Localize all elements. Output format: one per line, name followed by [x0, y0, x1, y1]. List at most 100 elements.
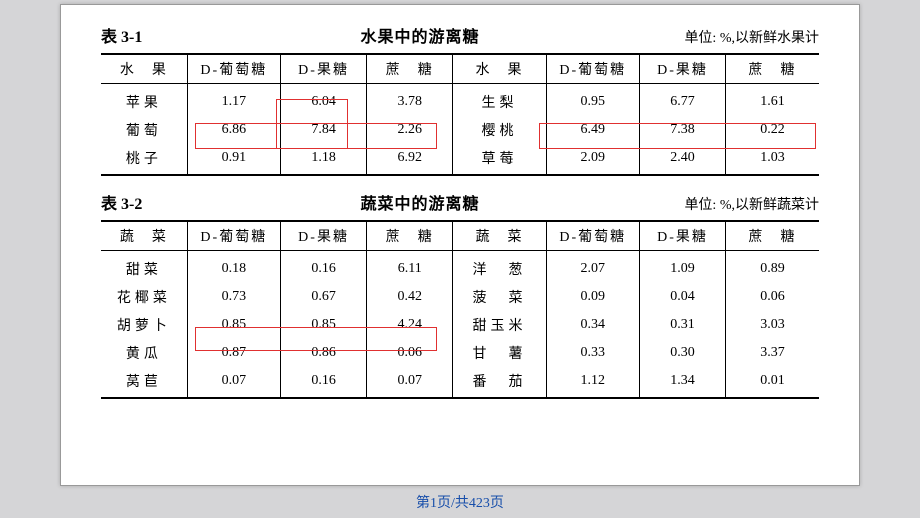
table-cell: 桃子 [101, 144, 187, 175]
table-number: 表 3-2 [101, 190, 221, 214]
table-cell: 6.04 [280, 84, 366, 117]
column-header: D-果糖 [280, 54, 366, 84]
table-cell: 花椰菜 [101, 283, 187, 311]
table-cell: 3.78 [367, 84, 453, 117]
table-cell: 0.91 [187, 144, 280, 175]
table-cell: 0.06 [726, 283, 819, 311]
page-footer: 第1页/共423页 [0, 492, 920, 512]
table-cell: 0.86 [280, 339, 366, 367]
table-cell: 洋 葱 [453, 251, 546, 284]
table-unit: 单位: %,以新鲜蔬菜计 [619, 194, 819, 214]
table-cell: 0.85 [187, 311, 280, 339]
table-cell: 0.06 [367, 339, 453, 367]
table-cell: 2.40 [639, 144, 725, 175]
column-header: 蔗 糖 [726, 221, 819, 251]
column-header: D-葡萄糖 [187, 54, 280, 84]
table-cell: 2.07 [546, 251, 639, 284]
column-header: D-果糖 [639, 221, 725, 251]
table-number: 表 3-1 [101, 23, 221, 47]
table-cell: 1.34 [639, 367, 725, 398]
table-row: 黄瓜0.870.860.06甘 薯0.330.303.37 [101, 339, 819, 367]
table-cell: 0.16 [280, 251, 366, 284]
column-header: 蔗 糖 [367, 221, 453, 251]
column-header: 水 果 [101, 54, 187, 84]
column-header: 蔬 菜 [101, 221, 187, 251]
table-cell: 3.37 [726, 339, 819, 367]
table-cell: 7.38 [639, 116, 725, 144]
table-cell: 葡萄 [101, 116, 187, 144]
table-cell: 0.33 [546, 339, 639, 367]
table-cell: 0.85 [280, 311, 366, 339]
table-cell: 1.61 [726, 84, 819, 117]
table-cell: 0.16 [280, 367, 366, 398]
table-cell: 1.12 [546, 367, 639, 398]
table-3-2-wrap: 表 3-2 蔬菜中的游离糖 单位: %,以新鲜蔬菜计 蔬 菜D-葡萄糖D-果糖蔗… [101, 190, 819, 399]
table-cell: 菠 菜 [453, 283, 546, 311]
table-cell: 6.11 [367, 251, 453, 284]
table-cell: 番 茄 [453, 367, 546, 398]
table-3-1-wrap: 表 3-1 水果中的游离糖 单位: %,以新鲜水果计 水 果D-葡萄糖D-果糖蔗… [101, 23, 819, 176]
table-row: 胡萝卜0.850.854.24甜玉米0.340.313.03 [101, 311, 819, 339]
table-cell: 0.30 [639, 339, 725, 367]
table-cell: 1.03 [726, 144, 819, 175]
table-cell: 0.31 [639, 311, 725, 339]
table-cell: 6.86 [187, 116, 280, 144]
table-unit: 单位: %,以新鲜水果计 [619, 27, 819, 47]
table-cell: 胡萝卜 [101, 311, 187, 339]
table-cell: 1.17 [187, 84, 280, 117]
table-cell: 7.84 [280, 116, 366, 144]
table-cell: 1.18 [280, 144, 366, 175]
column-header: D-果糖 [280, 221, 366, 251]
table-cell: 甜菜 [101, 251, 187, 284]
table-cell: 0.42 [367, 283, 453, 311]
table-cell: 苹果 [101, 84, 187, 117]
table-cell: 0.07 [187, 367, 280, 398]
table-3-1: 水 果D-葡萄糖D-果糖蔗 糖水 果D-葡萄糖D-果糖蔗 糖 苹果1.176.0… [101, 53, 819, 176]
table-cell: 甘 薯 [453, 339, 546, 367]
table-cell: 0.01 [726, 367, 819, 398]
column-header: D-葡萄糖 [546, 54, 639, 84]
table-cell: 0.67 [280, 283, 366, 311]
table-row: 莴苣0.070.160.07番 茄1.121.340.01 [101, 367, 819, 398]
column-header: D-果糖 [639, 54, 725, 84]
table-cell: 0.04 [639, 283, 725, 311]
table-3-2-header-row: 表 3-2 蔬菜中的游离糖 单位: %,以新鲜蔬菜计 [101, 190, 819, 214]
table-cell: 0.09 [546, 283, 639, 311]
table-row: 苹果1.176.043.78生梨0.956.771.61 [101, 84, 819, 117]
table-3-1-header-row: 表 3-1 水果中的游离糖 单位: %,以新鲜水果计 [101, 23, 819, 47]
table-cell: 草莓 [453, 144, 546, 175]
table-cell: 生梨 [453, 84, 546, 117]
table-cell: 0.07 [367, 367, 453, 398]
table-cell: 2.09 [546, 144, 639, 175]
table-cell: 0.34 [546, 311, 639, 339]
table-cell: 黄瓜 [101, 339, 187, 367]
column-header: 蔗 糖 [367, 54, 453, 84]
table-cell: 1.09 [639, 251, 725, 284]
table-cell: 0.89 [726, 251, 819, 284]
table-cell: 6.77 [639, 84, 725, 117]
table-cell: 0.73 [187, 283, 280, 311]
column-header: 水 果 [453, 54, 546, 84]
table-cell: 0.22 [726, 116, 819, 144]
table-cell: 4.24 [367, 311, 453, 339]
table-cell: 0.87 [187, 339, 280, 367]
table-row: 甜菜0.180.166.11洋 葱2.071.090.89 [101, 251, 819, 284]
column-header: D-葡萄糖 [187, 221, 280, 251]
table-cell: 甜玉米 [453, 311, 546, 339]
table-cell: 6.49 [546, 116, 639, 144]
table-row: 葡萄6.867.842.26樱桃6.497.380.22 [101, 116, 819, 144]
page-container: 表 3-1 水果中的游离糖 单位: %,以新鲜水果计 水 果D-葡萄糖D-果糖蔗… [60, 4, 860, 486]
table-row: 桃子0.911.186.92草莓2.092.401.03 [101, 144, 819, 175]
table-cell: 0.18 [187, 251, 280, 284]
table-title: 蔬菜中的游离糖 [221, 190, 619, 214]
table-row: 花椰菜0.730.670.42菠 菜0.090.040.06 [101, 283, 819, 311]
table-cell: 3.03 [726, 311, 819, 339]
table-cell: 6.92 [367, 144, 453, 175]
table-cell: 莴苣 [101, 367, 187, 398]
column-header: 蔗 糖 [726, 54, 819, 84]
table-cell: 樱桃 [453, 116, 546, 144]
table-3-2: 蔬 菜D-葡萄糖D-果糖蔗 糖蔬 菜D-葡萄糖D-果糖蔗 糖 甜菜0.180.1… [101, 220, 819, 399]
table-title: 水果中的游离糖 [221, 23, 619, 47]
column-header: 蔬 菜 [453, 221, 546, 251]
table-cell: 0.95 [546, 84, 639, 117]
